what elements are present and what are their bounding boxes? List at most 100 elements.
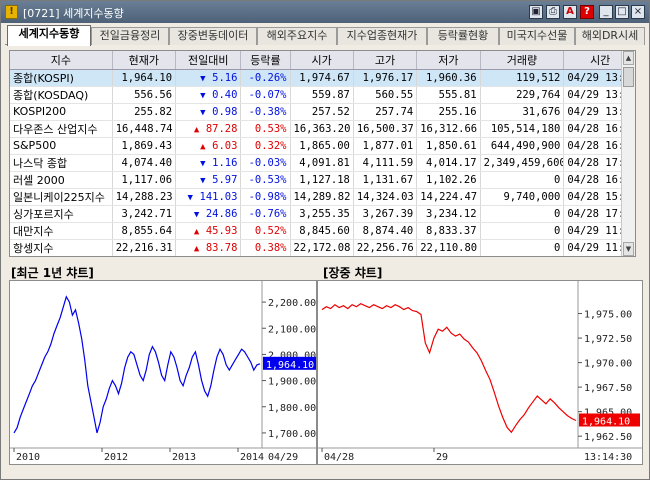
- right-chart-title: [장중 챠트]: [323, 266, 383, 280]
- table-row[interactable]: 싱가포르지수 3,242.71 ▼ 24.86 -0.76% 3,255.35 3,267.…: [10, 205, 635, 223]
- one-year-chart[interactable]: 2,200.00 2,100.00 2,000.00 1,900.00 1,800.00…: [9, 280, 317, 465]
- table-row[interactable]: 항셍지수 22,216.31 ▲ 83.78 0.38% 22,172.08 22,256.…: [10, 239, 635, 256]
- x-tick-label: 2013: [172, 452, 196, 463]
- col-header-change[interactable]: 전일대비: [175, 51, 242, 70]
- cell-time: 04/28 16:35: [563, 171, 635, 189]
- cell-low: 16,312.66: [416, 120, 481, 138]
- cell-time: 04/29 13:14: [563, 69, 635, 87]
- cell-volume: 0: [480, 239, 565, 256]
- cell-change: ▼ 1.16: [175, 154, 242, 172]
- one-year-chart-svg: 2,200.00 2,100.00 2,000.00 1,900.00 1,800.00…: [10, 281, 316, 464]
- cell-change: ▲ 6.03: [175, 137, 242, 155]
- col-header-index[interactable]: 지수: [10, 51, 113, 70]
- print-icon[interactable]: ⎙: [546, 5, 560, 19]
- tab-overseas-dr[interactable]: 해외DR시세: [575, 27, 645, 45]
- screen-icon[interactable]: ▣: [529, 5, 543, 19]
- acrobat-icon[interactable]: A: [563, 5, 577, 19]
- cell-change: ▼ 24.86: [175, 205, 242, 223]
- cell-open: 3,255.35: [290, 205, 354, 223]
- tab-overseas-major-index[interactable]: 해외주요지수: [257, 27, 337, 45]
- x-tick-label: 2012: [104, 452, 128, 463]
- cell-low: 555.81: [416, 86, 481, 104]
- cell-time: 04/29 13:14: [563, 86, 635, 104]
- table-row[interactable]: 일본니케이225지수 14,288.23 ▼ 141.03 -0.98% 14,289.8…: [10, 188, 635, 206]
- cell-index-name: 러셀 2000: [10, 171, 113, 189]
- cell-high: 22,256.76: [353, 239, 418, 256]
- table-row[interactable]: S&P500 1,869.43 ▲ 6.03 0.32% 1,865.00 1,877.01…: [10, 137, 635, 155]
- cell-low: 22,110.80: [416, 239, 481, 256]
- change-value: 87.28: [205, 122, 238, 135]
- cell-open: 4,091.81: [290, 154, 354, 172]
- help-icon[interactable]: ?: [580, 5, 594, 19]
- table-row[interactable]: 러셀 2000 1,117.06 ▼ 5.97 -0.53% 1,127.18 1,131.…: [10, 171, 635, 189]
- scroll-thumb[interactable]: [623, 67, 634, 87]
- cell-time: 04/28 16:29: [563, 137, 635, 155]
- col-header-open[interactable]: 시가: [290, 51, 354, 70]
- down-arrow-icon: ▼: [200, 158, 206, 169]
- y-tick-label: 1,972.50: [584, 334, 632, 345]
- cell-low: 14,224.47: [416, 188, 481, 206]
- x-tick-label: 2014: [240, 452, 264, 463]
- col-header-time[interactable]: 시간: [563, 51, 635, 70]
- current-price-label: 1,964.10: [582, 416, 630, 427]
- cell-volume: 0: [480, 171, 565, 189]
- change-value: 0.40: [212, 88, 238, 101]
- table-row[interactable]: 다우존스 산업지수 16,448.74 ▲ 87.28 0.53% 16,363.20 16…: [10, 120, 635, 138]
- col-header-high[interactable]: 고가: [353, 51, 418, 70]
- table-row[interactable]: KOSPI200 255.82 ▼ 0.98 -0.38% 257.52 257.74 255…: [10, 103, 635, 121]
- down-arrow-icon: ▼: [193, 209, 200, 220]
- tab-prev-financial-summary[interactable]: 전일금융정리: [91, 27, 169, 45]
- intraday-chart-svg: 1,975.00 1,972.50 1,970.00 1,967.50 1,965.00…: [318, 281, 642, 464]
- cell-open: 559.87: [290, 86, 354, 104]
- col-header-price[interactable]: 현재가: [112, 51, 177, 70]
- chart-background: [10, 281, 316, 464]
- current-price-tag: [579, 413, 640, 427]
- change-value: 5.16: [212, 71, 238, 84]
- y-tick-label: 1,962.50: [584, 432, 632, 443]
- cell-volume: 31,676: [480, 103, 565, 121]
- cell-index-name: 나스닥 종합: [10, 154, 113, 172]
- tab-intraday-change-data[interactable]: 장중변동데이터: [169, 27, 257, 45]
- tab-advance-decline[interactable]: 등락률현황: [427, 27, 499, 45]
- col-header-volume[interactable]: 거래량: [480, 51, 565, 70]
- cell-low: 1,850.61: [416, 137, 481, 155]
- scroll-up-icon[interactable]: ▲: [623, 51, 634, 65]
- x-end-label: 13:14:30: [584, 452, 632, 463]
- chart-background: [318, 281, 642, 464]
- tab-index-sector-price[interactable]: 지수업종현재가: [337, 27, 427, 45]
- table-scrollbar[interactable]: ▲ ▼: [621, 51, 635, 256]
- table-row[interactable]: 대만지수 8,855.64 ▲ 45.93 0.52% 8,845.60 8,874.40 8…: [10, 222, 635, 240]
- tab-us-index-futures[interactable]: 미국지수선물: [499, 27, 575, 45]
- cell-change: ▲ 83.78: [175, 239, 242, 256]
- scroll-down-icon[interactable]: ▼: [623, 242, 634, 256]
- y-tick-label: 1,900.00: [268, 377, 316, 388]
- cell-high: 560.55: [353, 86, 418, 104]
- col-header-low[interactable]: 저가: [416, 51, 481, 70]
- table-row[interactable]: 나스닥 종합 4,074.40 ▼ 1.16 -0.03% 4,091.81 4,111.5…: [10, 154, 635, 172]
- cell-index-name: 항셍지수: [10, 239, 113, 256]
- tab-world-index-trend[interactable]: 세계지수동향: [7, 25, 91, 46]
- table-row[interactable]: 종합(KOSPI) 1,964.10 ▼ 5.16 -0.26% 1,974.67 1,97…: [10, 69, 635, 87]
- table-row[interactable]: 종합(KOSDAQ) 556.56 ▼ 0.40 -0.07% 559.87 560.55 5…: [10, 86, 635, 104]
- down-arrow-icon: ▼: [200, 73, 206, 84]
- cell-change: ▼ 0.40: [175, 86, 242, 104]
- cell-volume: 119,512: [480, 69, 565, 87]
- cell-index-name: 다우존스 산업지수: [10, 120, 113, 138]
- current-price-label: 1,964.10: [266, 360, 314, 371]
- intraday-chart[interactable]: 1,975.00 1,972.50 1,970.00 1,967.50 1,965.00…: [317, 280, 643, 465]
- series-line: [13, 295, 261, 434]
- cell-price: 1,964.10: [112, 69, 177, 87]
- close-icon[interactable]: ×: [631, 5, 645, 19]
- cell-index-name: KOSPI200: [10, 103, 113, 121]
- col-header-rate[interactable]: 등락률: [240, 51, 291, 70]
- change-value: 45.93: [205, 224, 238, 237]
- down-arrow-icon: ▼: [187, 192, 193, 203]
- cell-high: 1,877.01: [353, 137, 418, 155]
- minimize-icon[interactable]: _: [599, 5, 613, 19]
- maximize-icon[interactable]: □: [615, 5, 629, 19]
- up-arrow-icon: ▲: [193, 124, 200, 135]
- app-icon[interactable]: !: [5, 5, 18, 19]
- cell-open: 1,974.67: [290, 69, 354, 87]
- cell-rate: -0.98%: [240, 188, 291, 206]
- cell-rate: 0.52%: [240, 222, 291, 240]
